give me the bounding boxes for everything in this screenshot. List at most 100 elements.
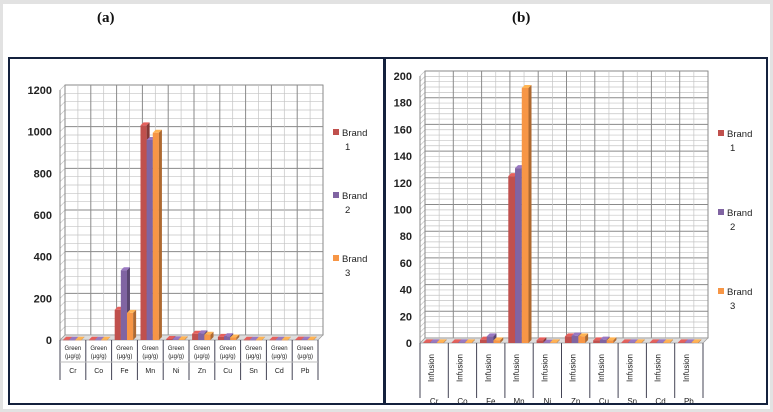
y-tick-label: 40 [400,285,412,297]
side-wall-gridline [419,182,426,189]
bar-brand-1-cr [423,342,431,343]
side-wall-gridline [59,251,66,257]
category-sublabel: Infusion [654,354,663,382]
bar-top [95,336,105,340]
side-wall-gridline [59,126,66,132]
bar-brand-2-cd [656,342,664,343]
side-wall-gridline [59,109,66,116]
side-wall-gridline [419,214,426,221]
bar-brand-2-cr [69,339,76,341]
category-label: Cr [69,368,77,375]
category-sublabel: Infusion [484,354,493,382]
side-wall-gridline [59,143,66,149]
category-label: Cu [223,368,232,375]
legend-swatch [333,129,339,135]
category-sublabel-unit: (µg/g) [297,354,313,360]
side-wall-gridline [59,259,66,266]
side-wall-gridline [419,327,426,333]
y-tick-label: 20 [400,311,412,323]
side-wall-gridline [419,225,426,232]
side-wall-gridline [419,86,426,93]
side-wall-gridline [419,284,426,290]
category-sublabel: Infusion [512,354,521,382]
bar-brand-2-ni [543,342,551,344]
side-wall-gridline [419,76,426,82]
side-wall-gridline [419,81,426,87]
y-tick-label: 200 [394,71,412,83]
legend-swatch [718,288,724,294]
bar-brand-2-ni [172,339,179,340]
bar-top [301,336,311,340]
side-wall-gridline [59,151,66,157]
bar-top [126,309,137,313]
side-wall-gridline [419,279,426,285]
bar-top [307,336,317,340]
category-sublabel: Green [245,346,262,352]
side-wall-gridline [59,234,66,241]
bar-brand-3-ni [178,339,185,340]
bar-brand-3-ni [550,342,557,343]
y-tick-label: 600 [34,210,52,222]
legend-swatch [333,192,339,198]
category-sublabel-unit: (µg/g) [117,354,133,360]
bar-brand-1-zn [192,333,199,340]
chart-panel-b: 0 20 40 60 80 100 120 140 160 180 200 Infusion Cr Inf… [384,57,768,405]
bar-side [613,337,617,343]
side-wall-gridline [419,295,426,301]
category-sublabel-unit: (µg/g) [246,354,262,360]
bar-top [88,336,99,340]
category-sublabel: Infusion [569,354,578,382]
bar-brand-1-ni [166,338,173,340]
bar-top [63,336,73,340]
bar-top [656,339,667,343]
bar-side [556,339,560,343]
bar-side [107,336,111,340]
legend-label: Brand [342,254,367,265]
bar-top [536,337,547,341]
bar-brand-3-cr [436,342,444,343]
side-wall-gridline [59,284,66,291]
bar-brand-1-zn [564,336,572,343]
y-tick-label: 80 [400,231,412,243]
side-wall-gridline [419,161,426,168]
bar-brand-3-co [465,342,472,343]
category-label: Co [94,368,103,375]
bar-top [69,336,79,340]
bar-brand-2-zn [571,335,579,343]
side-wall-gridline [419,241,426,248]
bar-brand-2-fe [486,336,494,343]
bar-side [236,334,240,340]
bar-top [578,333,589,337]
category-sublabel: Green [271,346,288,352]
side-wall-gridline [59,84,66,91]
bar-brand-1-fe [114,309,121,340]
category-sublabel: Green [168,346,185,352]
bar-brand-2-cu [599,339,607,343]
y-tick-label: 1200 [28,85,52,97]
category-sublabel-unit: (µg/g) [220,354,236,360]
side-wall-gridline [59,243,66,249]
side-wall-gridline [419,204,426,210]
side-wall-gridline [59,318,66,324]
bar-top [678,339,688,343]
panel-label-b: (b) [512,10,531,26]
category-sublabel: Infusion [625,354,634,382]
side-wall-gridline [59,176,66,182]
bar-brand-2-mn [515,168,522,343]
y-tick-label: 120 [394,178,412,190]
bar-brand-1-mn [508,176,516,343]
bar-top [663,339,674,343]
bar-brand-2-cd [275,339,282,341]
bar-top [458,339,469,343]
side-wall-gridline [59,159,66,166]
side-wall-gridline [419,188,426,194]
side-wall-gridline [59,168,66,174]
side-wall-gridline [419,140,426,146]
side-wall-gridline [419,113,426,119]
legend-label-number: 1 [345,142,350,153]
side-wall-gridline [419,166,426,173]
side-wall-gridline [59,293,66,299]
legend-label: Brand [727,287,752,298]
y-tick-label: 400 [34,252,52,264]
bar-brand-3-zn [578,336,586,343]
